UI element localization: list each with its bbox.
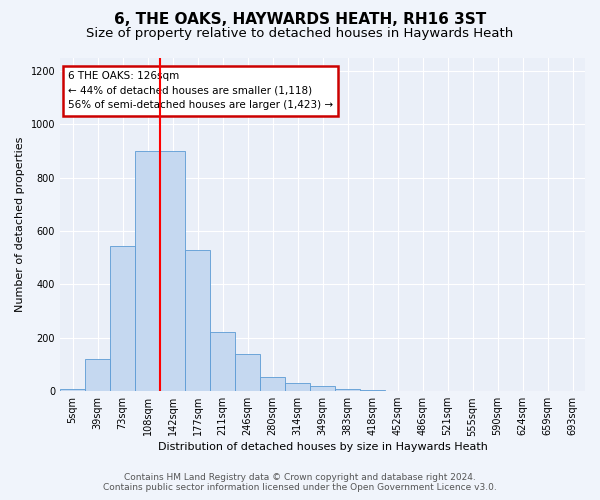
Bar	[185, 250, 210, 391]
Bar	[160, 151, 185, 391]
Text: Size of property relative to detached houses in Haywards Heath: Size of property relative to detached ho…	[86, 28, 514, 40]
Bar	[210, 332, 235, 391]
Bar	[110, 246, 135, 391]
Bar	[85, 359, 110, 391]
Bar	[60, 388, 85, 391]
Bar	[335, 388, 360, 391]
Text: 6 THE OAKS: 126sqm
← 44% of detached houses are smaller (1,118)
56% of semi-deta: 6 THE OAKS: 126sqm ← 44% of detached hou…	[68, 71, 333, 110]
Bar	[360, 390, 385, 391]
Bar	[310, 386, 335, 391]
Bar	[260, 376, 285, 391]
Bar	[285, 382, 310, 391]
Bar	[235, 354, 260, 391]
Text: Contains HM Land Registry data © Crown copyright and database right 2024.
Contai: Contains HM Land Registry data © Crown c…	[103, 473, 497, 492]
Y-axis label: Number of detached properties: Number of detached properties	[15, 136, 25, 312]
Text: 6, THE OAKS, HAYWARDS HEATH, RH16 3ST: 6, THE OAKS, HAYWARDS HEATH, RH16 3ST	[114, 12, 486, 28]
X-axis label: Distribution of detached houses by size in Haywards Heath: Distribution of detached houses by size …	[158, 442, 487, 452]
Bar	[135, 151, 160, 391]
